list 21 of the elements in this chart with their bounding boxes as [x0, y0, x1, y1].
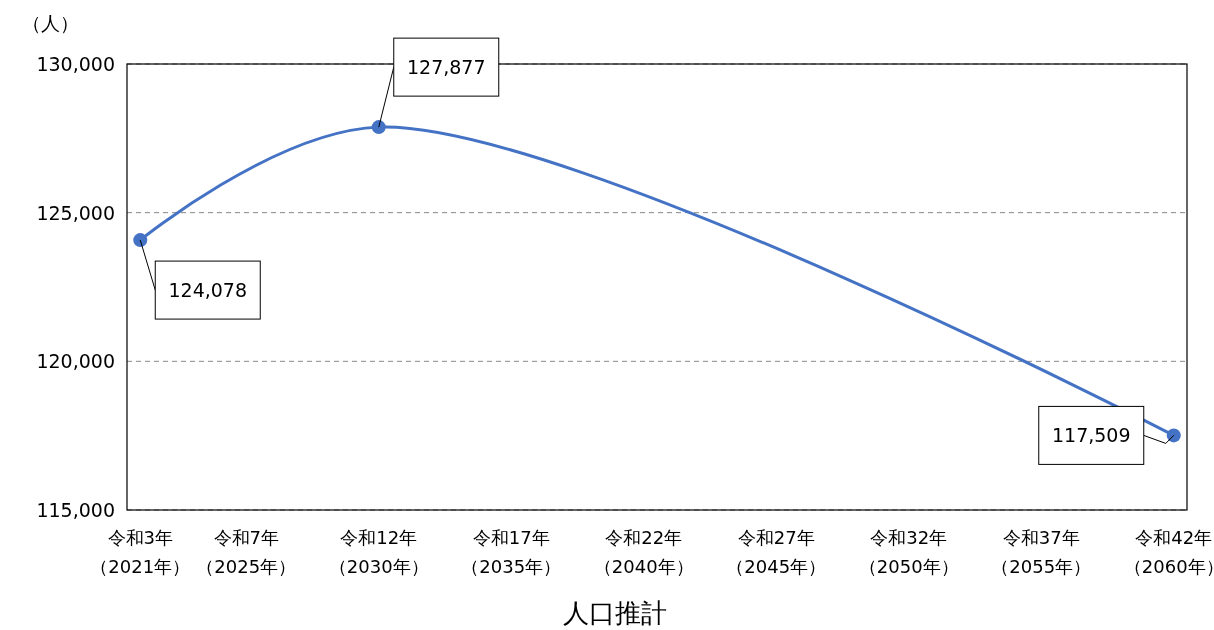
point: [1166, 428, 1181, 443]
x-tick-label: 令和3年（2021年）: [90, 527, 191, 577]
x-tick-label: 令和42年（2060年）: [1123, 527, 1214, 577]
y-tick-label: 115,000: [36, 499, 115, 521]
data-label: 117,509: [1051, 424, 1131, 447]
point: [371, 120, 386, 135]
x-tick-label: 令和17年（2035年）: [461, 527, 562, 577]
x-tick-label: 令和22年（2040年）: [593, 527, 694, 577]
y-axis-title: （人）: [21, 12, 79, 34]
point: [133, 233, 148, 248]
x-tick-label: 令和27年（2045年）: [726, 527, 827, 577]
data-label: 127,877: [406, 56, 486, 79]
y-tick-label: 130,000: [36, 53, 115, 75]
x-tick-label: 令和7年（2025年）: [196, 527, 297, 577]
x-axis-title: 人口推計: [563, 598, 667, 628]
data-label: 124,078: [168, 279, 248, 302]
x-tick-label: 令和12年（2030年）: [328, 527, 429, 577]
y-tick-label: 125,000: [36, 201, 115, 224]
y-tick-label: 120,000: [36, 350, 115, 373]
x-tick-label: 令和32年（2050年）: [858, 527, 959, 577]
x-tick-label: 令和37年（2055年）: [991, 527, 1092, 577]
